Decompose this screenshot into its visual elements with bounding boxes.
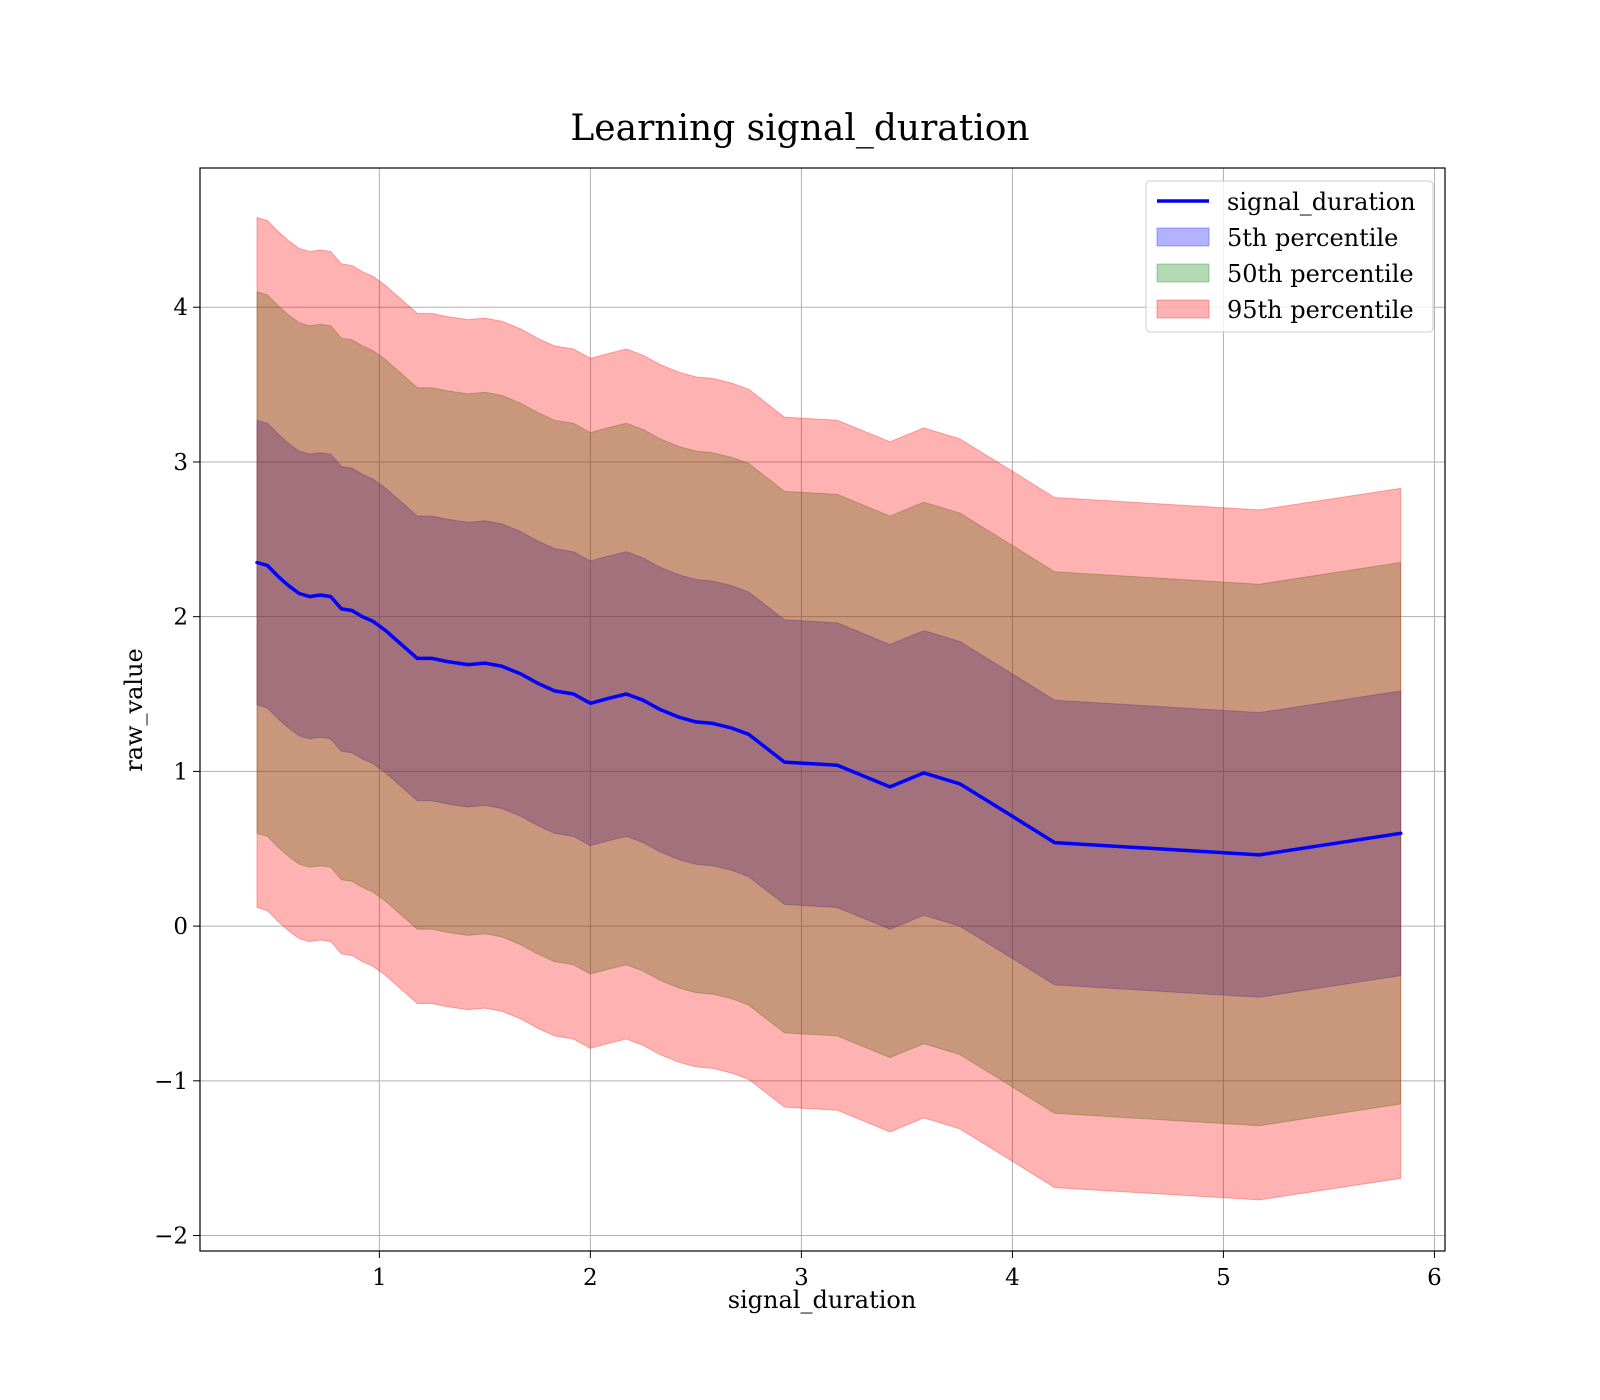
y-axis-label: raw_value [120,648,148,772]
y-tick-label: 0 [173,914,188,940]
x-tick-label: 6 [1427,1265,1442,1291]
x-tick-label: 4 [1005,1265,1020,1291]
y-tick-label: 2 [173,605,188,631]
y-tick-label: 3 [173,450,188,476]
y-tick-label: 1 [173,759,188,785]
x-tick-label: 1 [372,1265,387,1291]
x-axis-label: signal_duration [728,1286,917,1314]
band-5th-percentile [256,419,1402,998]
y-tick-label: −1 [154,1069,188,1095]
legend-label-95th: 95th percentile [1227,296,1414,324]
legend-swatch-50th [1156,263,1210,283]
y-tick-label: 4 [173,295,188,321]
band-95th-percentile [256,216,1402,1201]
axis-ticks: 1 2 3 4 5 6 −2 −1 0 1 2 3 4 [154,295,1442,1291]
legend-swatch-95th [1156,299,1210,319]
percentile-bands [256,216,1402,1201]
legend-label-5th: 5th percentile [1227,224,1398,252]
plot-frame [199,167,1446,1252]
x-tick-label: 2 [583,1265,598,1291]
x-tick-label: 3 [794,1265,809,1291]
band-50th-percentile [256,291,1402,1127]
legend-box [1145,180,1434,333]
legend-swatch-5th [1156,227,1210,247]
y-tick-label: −2 [154,1224,188,1250]
chart-title: Learning signal_duration [570,108,1029,149]
legend-label-50th: 50th percentile [1227,260,1414,288]
legend-label-line: signal_duration [1227,188,1416,216]
x-tick-label: 5 [1216,1265,1231,1291]
series-line-signal-duration [255,560,1403,857]
series-line-layer [255,560,1403,857]
legend: signal_duration 5th percentile 50th perc… [1145,180,1434,333]
